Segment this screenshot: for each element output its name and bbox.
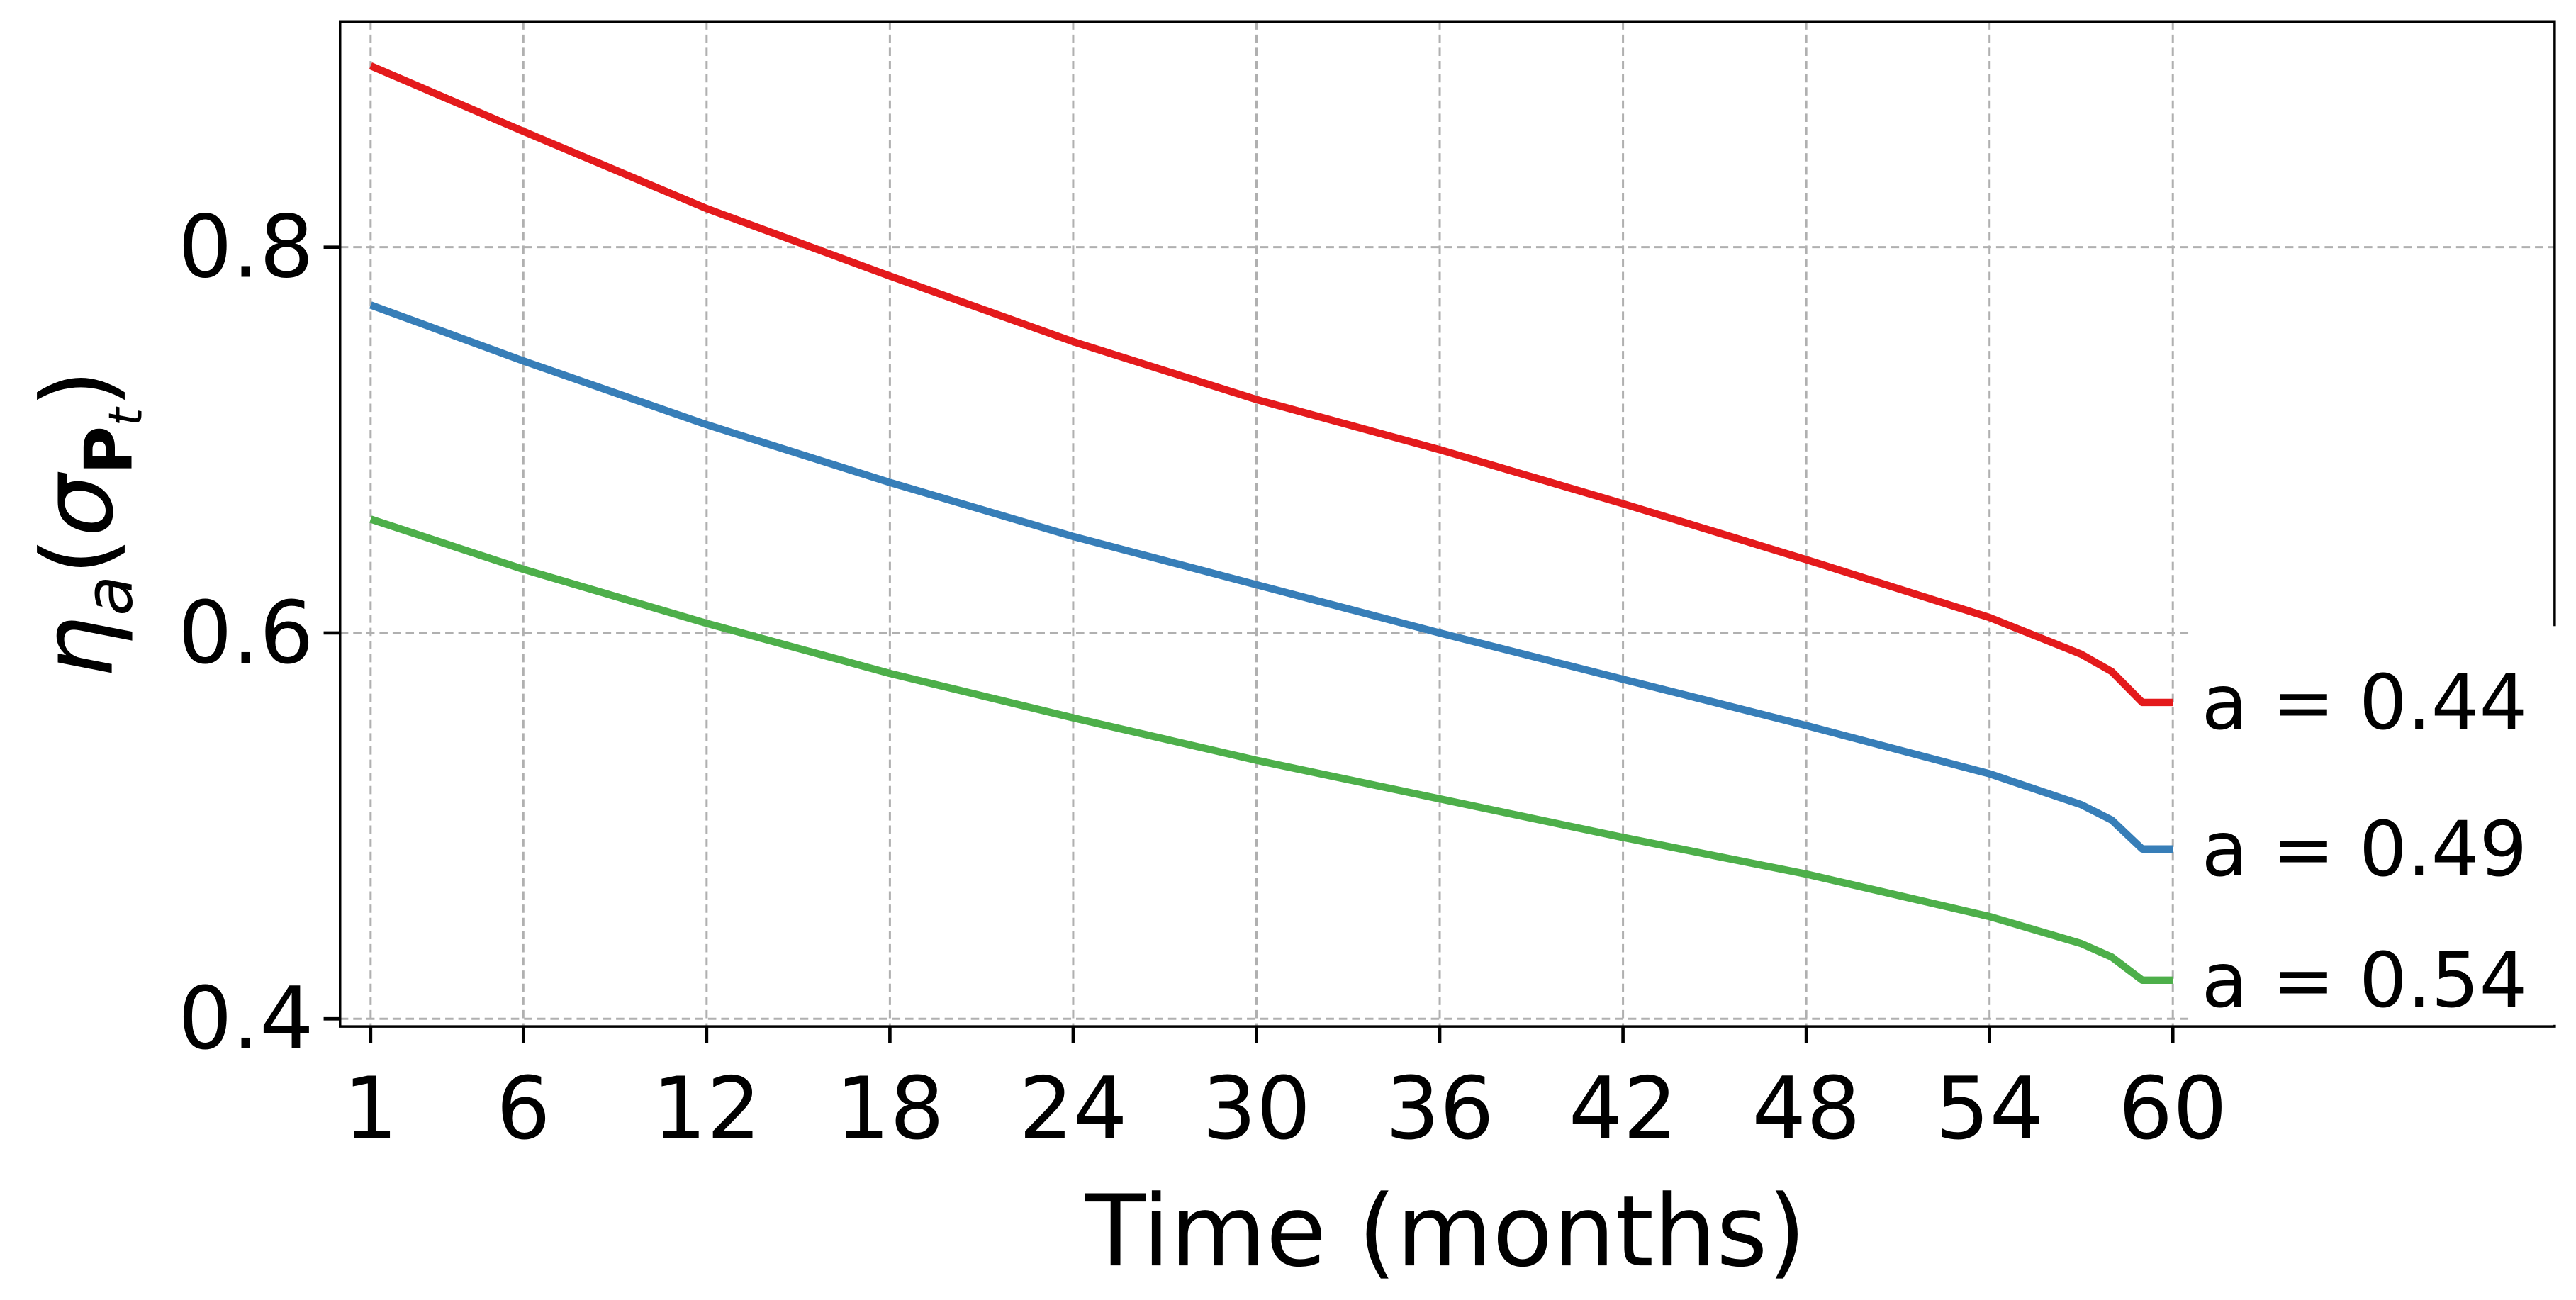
y-axis-label-part: η (21, 616, 135, 678)
x-tick-label: 24 (1019, 1060, 1127, 1159)
series-label: a = 0.54 (2202, 937, 2528, 1025)
y-axis-label-part: σ (21, 471, 135, 537)
x-tick-label: 30 (1202, 1060, 1311, 1159)
x-tick-label: 18 (836, 1060, 944, 1159)
y-axis-label-part: ( (21, 537, 135, 576)
x-tick-label: 1 (343, 1060, 398, 1159)
x-tick-label: 54 (1935, 1060, 2044, 1159)
series-line (369, 301, 2173, 853)
y-axis-label-part: t (99, 406, 152, 426)
y-tick-label: 0.4 (178, 970, 314, 1069)
y-tick-label: 0.8 (178, 198, 314, 297)
series-line (369, 62, 2173, 707)
axes-frame (339, 20, 2556, 1028)
y-axis-label-part: P (71, 426, 147, 474)
x-tick-label: 6 (496, 1060, 551, 1159)
x-tick-label: 60 (2119, 1060, 2227, 1159)
series-line (369, 515, 2173, 985)
x-tick-label: 48 (1752, 1060, 1860, 1159)
y-axis-label-part: ) (21, 369, 135, 408)
x-tick-label: 42 (1569, 1060, 1677, 1159)
x-tick-label: 36 (1385, 1060, 1494, 1159)
series-label: a = 0.44 (2202, 659, 2528, 747)
y-axis-label: ηa(σPt) (21, 369, 153, 678)
series-label: a = 0.49 (2202, 806, 2528, 894)
label-background (2190, 626, 2568, 1025)
x-axis-label: Time (months) (1085, 1174, 1806, 1289)
y-tick-label: 0.6 (178, 584, 314, 683)
y-axis-label-part: a (71, 576, 147, 616)
x-tick-label: 12 (652, 1060, 761, 1159)
